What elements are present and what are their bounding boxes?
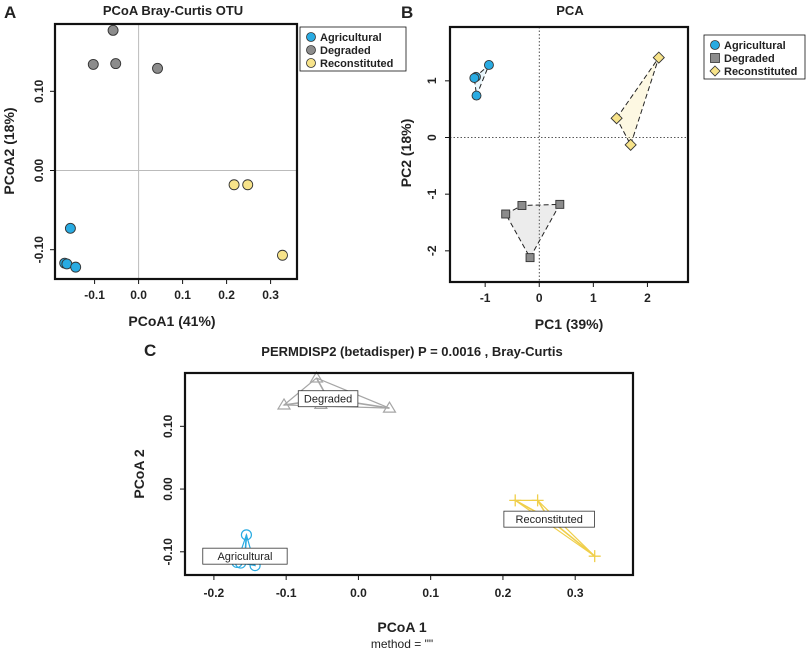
panel-a-xtick-label: 0.0 [130,288,147,302]
panel-b-point-degraded [517,201,527,210]
legend-b-degraded-marker [710,53,720,63]
legend-a-reconstituted-marker [306,58,316,68]
panel-b-point-reconstituted [624,138,637,152]
panel-b-point-agricultural [483,60,494,70]
legend-a-reconstituted-label: Reconstituted [320,58,393,70]
panel-b-hull-degraded [505,203,561,259]
panel-a-point-reconstituted [228,179,240,191]
panel-c-label-box-agricultural [202,547,288,565]
panel-a-ytick-label: 0.10 [32,79,46,103]
panel-c-point-degraded [309,370,324,383]
panel-c-xtick-label: -0.2 [204,586,225,600]
panel-b-ytick-label: 0 [425,134,439,141]
panel-c-xtick-label: -0.1 [276,586,297,600]
panel-c-point-reconstituted [531,494,544,507]
panel-c-subtitle: method = "" [371,637,433,651]
panel-a-legend-box [299,26,407,72]
panel-c-xtick-label: 0.0 [350,586,367,600]
panel-c-label-agricultural: Agricultural [217,551,272,563]
panel-a-title: PCoA Bray-Curtis OTU [103,3,243,18]
legend-a-degraded-label: Degraded [320,45,371,57]
panel-b-point-agricultural [471,90,482,101]
panel-c-ytick-label: -0.10 [161,538,175,566]
panel-letter-b: B [401,3,413,22]
panel-b-xlabel: PC1 (39%) [535,316,603,332]
panel-a-point-agricultural [70,261,82,273]
legend-b-degraded-label: Degraded [724,53,775,65]
panel-a-xtick-label: 0.2 [218,288,235,302]
panel-b-ytick-label: -2 [425,245,439,256]
panel-b-xtick-label: 1 [590,291,597,305]
panel-a-point-degraded [152,62,163,74]
panel-b-point-degraded [525,253,535,263]
panel-c-ylabel: PCoA 2 [131,449,147,498]
panel-a-point-agricultural [64,222,76,234]
panel-b-point-degraded [555,199,565,209]
panel-b-frame [448,25,690,284]
legend-b-agricultural-marker [710,40,720,50]
panel-c-hull-reconstituted [513,499,596,557]
panel-b-ytick-label: -1 [425,189,439,200]
panel-letter-c: C [144,341,156,360]
panel-c-xlabel: PCoA 1 [377,619,426,635]
panel-a-xtick-label: -0.1 [84,288,105,302]
panel-a-ytick-label: 0.00 [32,159,46,183]
panel-a-xtick-label: 0.1 [174,288,191,302]
panel-a-point-reconstituted [277,249,288,261]
panel-a-xlabel: PCoA1 (41%) [128,313,215,329]
panel-a-frame [53,22,299,281]
panel-letter-a: A [4,3,16,22]
panel-c-point-degraded [276,397,292,410]
panel-c-xtick-label: 0.1 [422,586,439,600]
panel-c-betadisper: PERMDISP2 (betadisper) P = 0.0016 , Bray… [131,344,635,651]
legend-b-agricultural-label: Agricultural [724,40,786,52]
panel-c-point-reconstituted [588,550,601,563]
panel-c-label-box-reconstituted [503,510,595,528]
panel-b-xtick-label: 2 [644,291,651,305]
panel-c-point-agricultural [240,529,253,541]
panel-c-frame [183,371,635,577]
legend-a-agricultural-marker [306,32,316,42]
panel-c-point-degraded [382,400,397,413]
panel-b-xtick-label: 0 [536,291,543,305]
panel-b-point-reconstituted [610,112,623,125]
legend-b-reconstituted-label: Reconstituted [724,66,797,78]
panel-b-point-reconstituted [652,51,665,64]
panel-a-point-degraded [87,58,99,70]
panel-c-ytick-label: 0.10 [161,414,175,438]
legend-b-reconstituted-marker [709,65,721,77]
panel-a-ytick-label: -0.10 [32,236,46,264]
panel-c-label-reconstituted: Reconstituted [516,514,583,526]
panel-b-ylabel: PC2 (18%) [398,119,414,187]
panel-b-title: PCA [556,3,584,18]
panel-b-pca: PCA -1 0 1 2 -2 -1 0 1 Agricultural Degraded Re… [398,3,806,332]
panel-a-point-degraded [110,58,122,70]
legend-a-degraded-marker [306,45,316,55]
panel-a-point-reconstituted [242,179,254,191]
panel-c-point-reconstituted [509,494,522,507]
panel-a-point-degraded [107,24,119,36]
panel-a-xtick-label: 0.3 [262,288,279,302]
panel-c-title: PERMDISP2 (betadisper) P = 0.0016 , Bray… [261,344,562,359]
panel-b-xtick-label: -1 [480,291,491,305]
panel-a-ylabel: PCoA2 (18%) [1,107,17,194]
panel-b-hull-agricultural [473,64,490,98]
panel-b-point-agricultural [469,73,480,83]
panel-a-legend: Agricultural Degraded Reconstituted [299,26,407,72]
panel-c-xtick-label: 0.2 [495,586,512,600]
panel-b-hull-reconstituted [616,57,660,147]
legend-a-agricultural-label: Agricultural [320,32,382,44]
panel-c-ytick-label: 0.00 [161,477,175,501]
panel-b-legend-box [703,34,806,80]
panel-b-point-degraded [501,209,511,219]
panel-a-pcoa: PCoA Bray-Curtis OTU -0.1 0.0 0.1 0.2 0.3 -0.… [1,3,407,329]
panel-c-xtick-label: 0.3 [567,586,584,600]
panel-b-legend: Agricultural Degraded Reconstituted [703,34,806,80]
panel-c-label-degraded: Degraded [304,394,352,406]
panel-c-label-box-degraded [297,390,359,408]
panel-b-ytick-label: 1 [425,77,439,84]
